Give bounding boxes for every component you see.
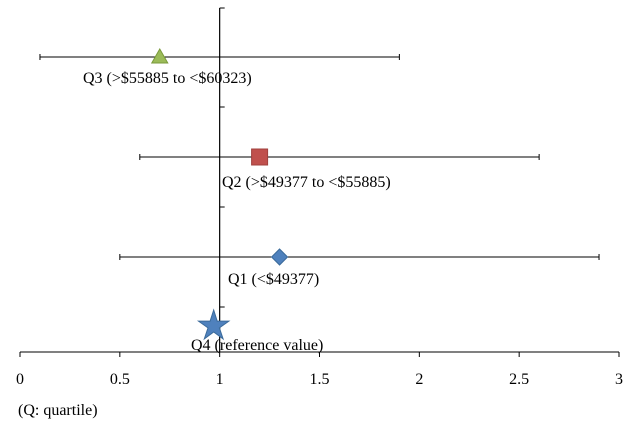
axes: 0 0.5 1 1.5 2 2.5 3 bbox=[16, 7, 623, 388]
point-triangle bbox=[150, 47, 169, 64]
point-star bbox=[196, 308, 231, 341]
x-tick-label: 0 bbox=[16, 371, 24, 388]
x-tick-label: 0.5 bbox=[110, 371, 130, 388]
point-diamond bbox=[270, 248, 289, 266]
point-label: Q2 (>$49377 to <$55885) bbox=[222, 174, 391, 191]
data-marks: Q3 (>$55885 to <$60323) Q2 (>$49377 to <$… bbox=[39, 47, 600, 354]
x-tick-label: 3 bbox=[615, 371, 623, 388]
footnote: (Q: quartile) bbox=[18, 402, 98, 419]
x-tick-label: 1.5 bbox=[310, 371, 330, 388]
x-tick-label: 2 bbox=[415, 371, 423, 388]
point-square bbox=[251, 148, 269, 166]
x-tick-label: 2.5 bbox=[509, 371, 529, 388]
point-label: Q4 (reference value) bbox=[191, 337, 323, 354]
point-label: Q3 (>$55885 to <$60323) bbox=[83, 70, 252, 87]
point-label: Q1 (<$49377) bbox=[228, 271, 319, 288]
x-tick-label: 1 bbox=[216, 371, 224, 388]
